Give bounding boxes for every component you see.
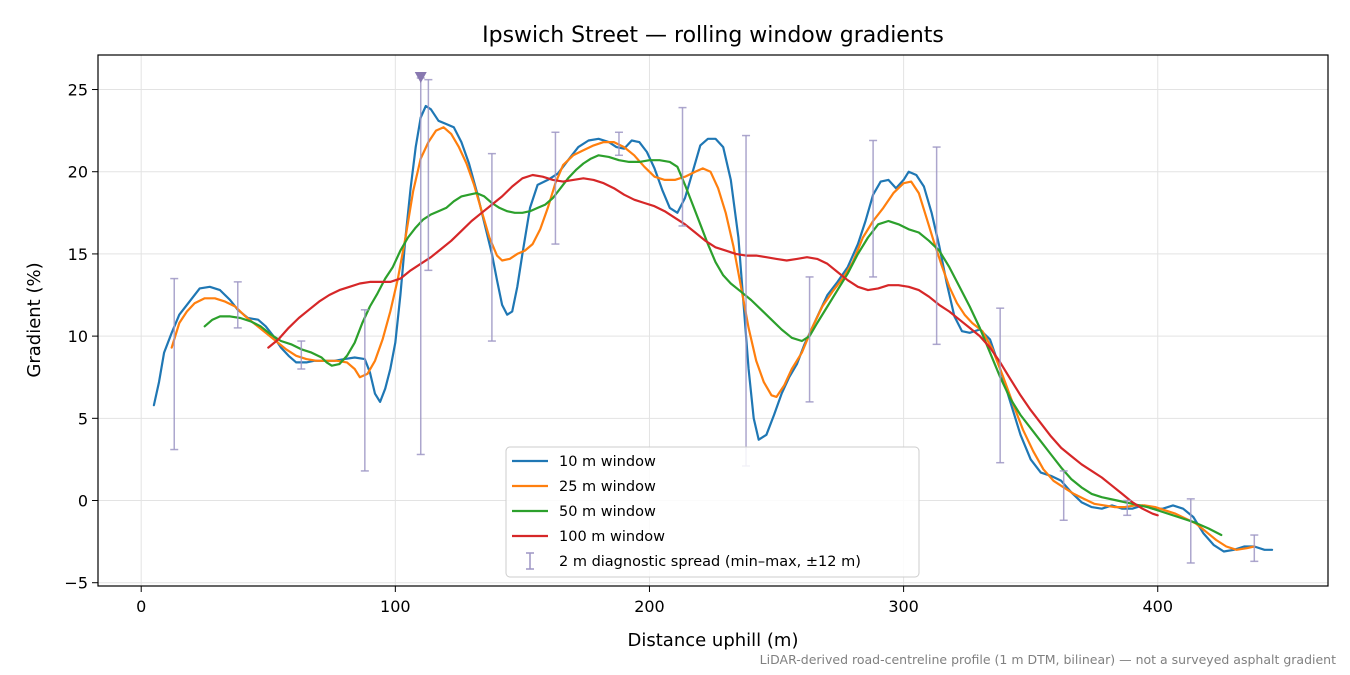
series-line-50-m-window bbox=[203, 154, 1223, 537]
series-line-100-m-window bbox=[267, 173, 1159, 517]
y-tick-label: 5 bbox=[78, 409, 88, 428]
plot-frame bbox=[97, 54, 1329, 587]
x-axis-ticks: 0 100 200 300 400 bbox=[136, 586, 1173, 616]
legend-label: 10 m window bbox=[559, 454, 656, 470]
footnote: LiDAR-derived road-centreline profile (1… bbox=[760, 652, 1336, 667]
error-bar bbox=[1250, 534, 1259, 563]
y-tick-label: 0 bbox=[78, 492, 88, 511]
error-bar bbox=[424, 78, 433, 272]
error-bar bbox=[1123, 499, 1132, 517]
y-axis-ticks: −5 0 5 10 15 20 25 bbox=[64, 81, 98, 593]
legend-box bbox=[505, 446, 920, 578]
series-line-25-m-window bbox=[170, 126, 1256, 551]
error-bar bbox=[678, 106, 687, 227]
error-bar bbox=[360, 309, 369, 472]
x-tick-label: 0 bbox=[136, 597, 146, 616]
marker-layer bbox=[414, 72, 427, 84]
y-tick-label: 20 bbox=[68, 163, 88, 182]
error-bar bbox=[551, 131, 560, 245]
error-bar bbox=[869, 139, 878, 278]
error-bar bbox=[932, 146, 941, 346]
legend-label: 50 m window bbox=[559, 504, 656, 520]
error-bar bbox=[170, 277, 179, 451]
x-tick-label: 300 bbox=[888, 597, 919, 616]
y-tick-label: 25 bbox=[68, 81, 88, 100]
error-bar bbox=[805, 276, 814, 403]
y-tick-label: 10 bbox=[68, 327, 88, 346]
error-bar bbox=[297, 340, 306, 370]
error-bar bbox=[996, 307, 1005, 464]
error-bar bbox=[1186, 498, 1195, 564]
legend: 10 m window 25 m window 50 m window 100 m w… bbox=[505, 446, 920, 578]
error-bar bbox=[614, 131, 623, 157]
y-axis-label: Gradient (%) bbox=[24, 262, 45, 377]
legend-label: 100 m window bbox=[559, 529, 665, 545]
chart-title: Ipswich Street — rolling window gradient… bbox=[482, 23, 944, 48]
y-tick-label: −5 bbox=[64, 574, 88, 593]
legend-label: 2 m diagnostic spread (min–max, ±12 m) bbox=[559, 554, 861, 570]
errorbar-layer bbox=[170, 77, 1259, 564]
series-line-10-m-window bbox=[152, 104, 1274, 553]
y-tick-label: 15 bbox=[68, 245, 88, 264]
x-tick-label: 100 bbox=[380, 597, 411, 616]
x-tick-label: 200 bbox=[634, 597, 665, 616]
triangle-down-marker bbox=[414, 72, 427, 84]
error-bar bbox=[1059, 470, 1068, 521]
x-tick-label: 400 bbox=[1142, 597, 1173, 616]
series-layer bbox=[152, 104, 1274, 553]
error-bar bbox=[487, 152, 496, 342]
x-axis-label: Distance uphill (m) bbox=[628, 630, 799, 651]
legend-label: 25 m window bbox=[559, 479, 656, 495]
error-bar bbox=[233, 281, 242, 329]
